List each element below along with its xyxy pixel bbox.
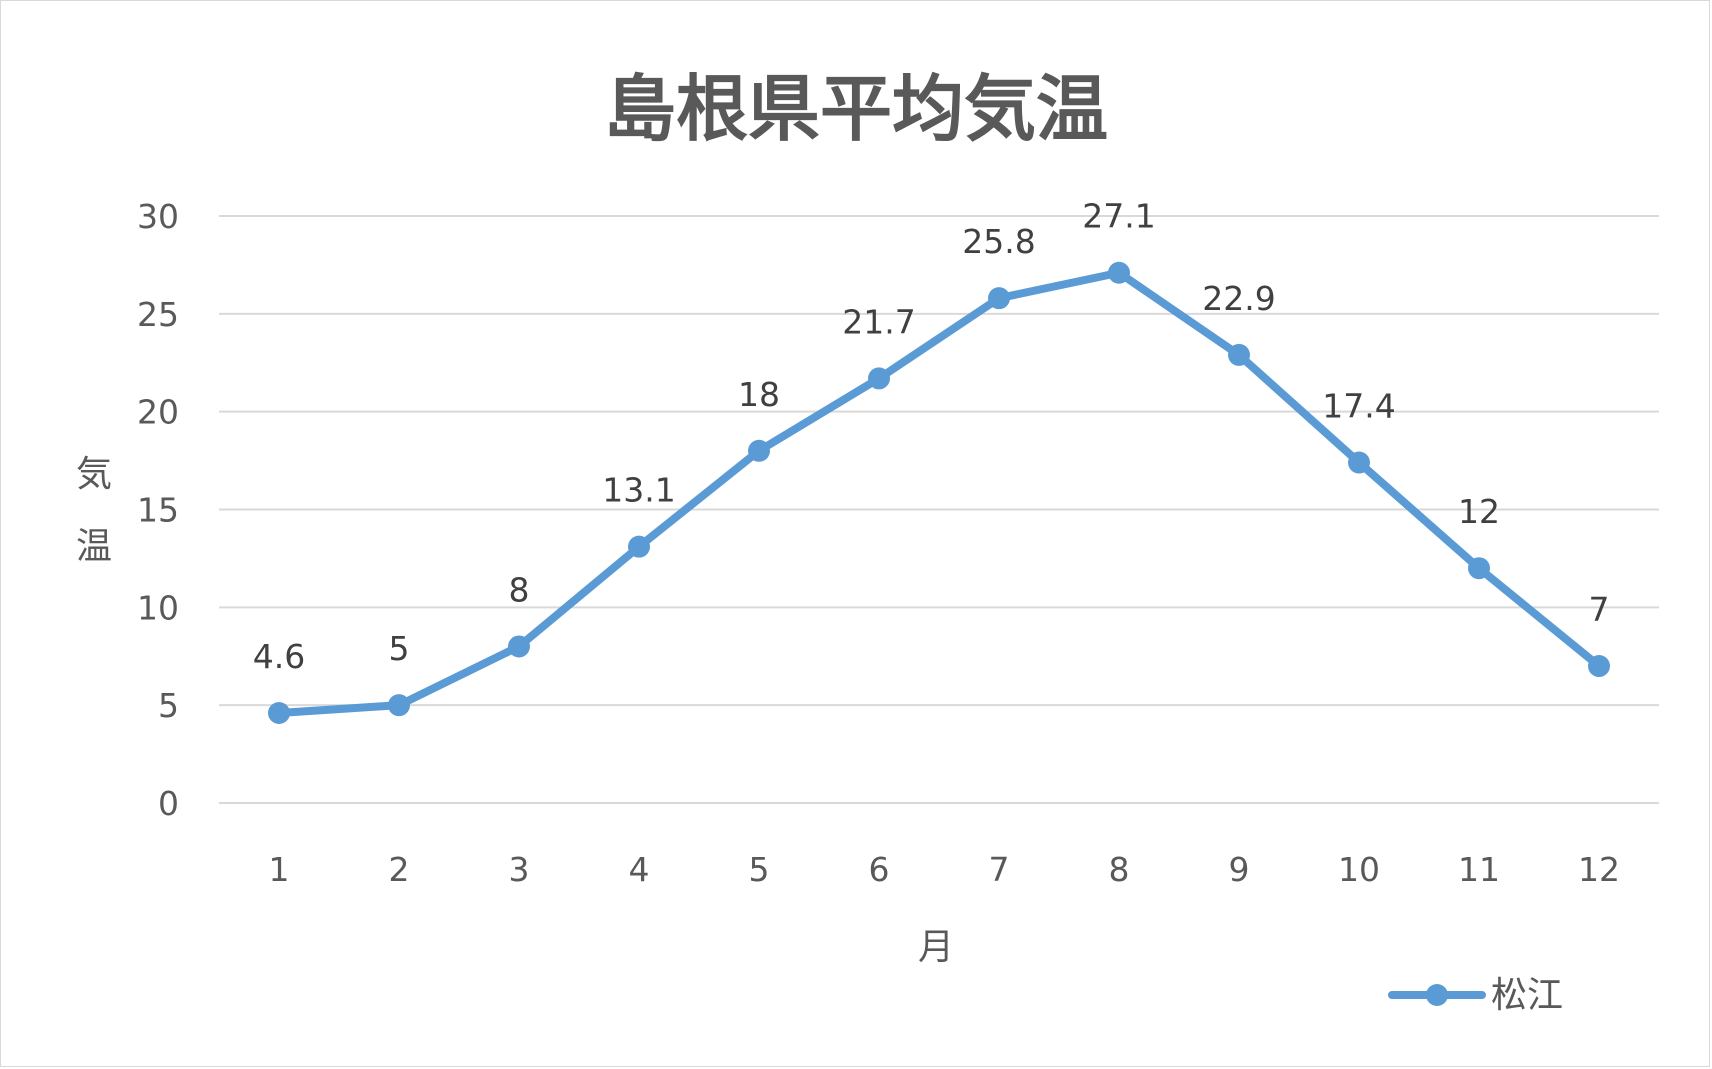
data-label: 5 (389, 629, 410, 668)
x-tick-label: 9 (1229, 850, 1250, 889)
x-tick-label: 7 (989, 850, 1010, 889)
x-tick-label: 1 (269, 850, 290, 889)
data-label: 8 (509, 570, 530, 609)
data-label: 21.7 (842, 302, 915, 341)
legend-point-marker (1426, 984, 1448, 1006)
y-axis-title-char: 温 (76, 526, 112, 567)
data-label: 18 (738, 375, 780, 414)
x-axis-ticks: 1 2 3 4 5 6 7 8 9 10 11 12 (269, 850, 1621, 889)
y-tick-label: 25 (137, 295, 179, 334)
x-tick-label: 8 (1109, 850, 1130, 889)
data-label: 7 (1589, 590, 1610, 629)
x-tick-label: 6 (869, 850, 890, 889)
y-tick-label: 5 (158, 686, 179, 725)
data-point (988, 287, 1010, 310)
data-label: 22.9 (1202, 279, 1275, 318)
y-tick-label: 0 (158, 784, 179, 823)
data-point (1588, 655, 1610, 678)
x-tick-label: 11 (1458, 850, 1500, 889)
series-line (275, 268, 1603, 717)
data-point (1348, 451, 1370, 474)
x-tick-label: 10 (1338, 850, 1380, 889)
data-label: 17.4 (1322, 387, 1395, 426)
data-point (1228, 343, 1250, 366)
data-point (748, 439, 770, 462)
y-tick-label: 30 (137, 197, 179, 236)
data-label: 25.8 (962, 222, 1035, 261)
x-tick-label: 2 (389, 850, 410, 889)
data-labels: 4.6 5 8 13.1 18 21.7 25.8 27.1 22.9 17.4 12 7 (253, 197, 1610, 676)
x-tick-label: 4 (629, 850, 650, 889)
y-axis-ticks: 0 5 10 15 20 25 30 (137, 197, 179, 823)
data-point (268, 701, 290, 724)
data-label: 27.1 (1082, 197, 1155, 236)
y-tick-label: 20 (137, 393, 179, 432)
data-point (388, 694, 410, 717)
legend-series-label: 松江 (1491, 975, 1563, 1016)
data-point (1468, 557, 1490, 580)
data-label: 13.1 (602, 471, 675, 510)
data-point (628, 535, 650, 558)
data-point (508, 635, 530, 658)
chart-title: 島根県平均気温 (604, 67, 1108, 151)
data-point (868, 367, 890, 390)
data-label: 12 (1458, 492, 1500, 531)
x-tick-label: 12 (1578, 850, 1620, 889)
data-point (1108, 261, 1130, 284)
y-axis-title-char: 気 (76, 454, 112, 495)
x-tick-label: 3 (509, 850, 530, 889)
x-tick-label: 5 (749, 850, 770, 889)
y-axis-title: 気温 (76, 454, 112, 567)
x-axis-title: 月 (918, 927, 954, 968)
data-label: 4.6 (253, 637, 305, 676)
legend[interactable]: 松江 (1388, 975, 1563, 1016)
series-layer (268, 261, 1610, 724)
gridlines (219, 215, 1659, 804)
y-tick-label: 10 (137, 588, 179, 627)
y-tick-label: 15 (137, 491, 179, 530)
